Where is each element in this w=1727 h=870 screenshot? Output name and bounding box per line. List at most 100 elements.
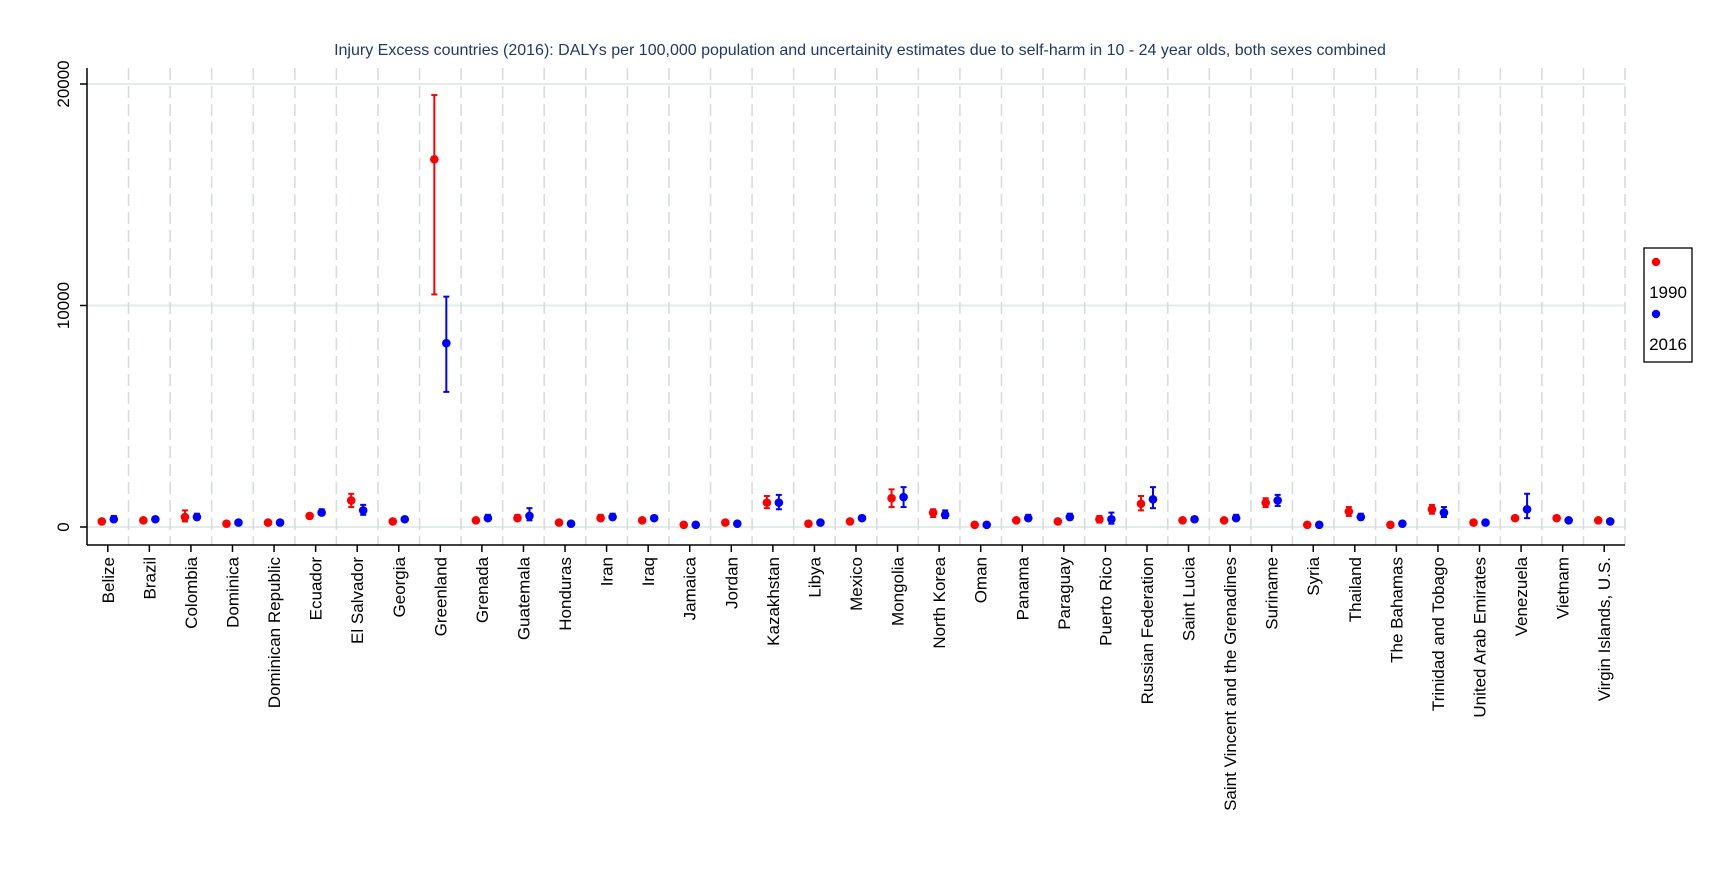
data-point-1990 (637, 516, 647, 525)
data-point-1990 (928, 508, 938, 517)
data-point-1990 (845, 517, 855, 526)
data-point-2016 (1190, 514, 1199, 524)
x-tick-label: Jordan (722, 557, 741, 609)
data-point-1990 (139, 516, 148, 525)
data-point-1990 (471, 516, 481, 525)
legend-box (1643, 247, 1693, 363)
data-point-2016 (1398, 519, 1407, 528)
data-point-2016 (1314, 520, 1324, 530)
x-tick-label: Belize (99, 557, 118, 603)
chart-title: Injury Excess countries (2016): DALYs pe… (334, 42, 1386, 59)
data-marks (97, 94, 1615, 530)
x-tick-label: Iraq (639, 557, 658, 586)
data-point-2016 (1023, 513, 1033, 523)
data-point-1990 (804, 519, 813, 528)
x-tick-label: Ecuador (307, 557, 326, 621)
x-tick-label: Suriname (1263, 557, 1282, 630)
x-tick-label: Vietnam (1554, 557, 1573, 619)
data-point-1990 (513, 513, 522, 523)
x-tick-label: The Bahamas (1387, 557, 1406, 663)
data-point-2016 (1564, 516, 1573, 525)
data-point-2016 (192, 512, 202, 522)
x-tick-label: Saint Vincent and the Grenadines (1221, 557, 1240, 811)
data-point-1990 (1178, 516, 1187, 525)
x-tick-label: Brazil (140, 557, 159, 600)
x-tick-label: Grenada (473, 556, 492, 623)
data-point-1990 (1302, 520, 1312, 530)
data-point-2016 (774, 498, 784, 507)
data-point-1990 (305, 511, 314, 521)
data-point-1990 (1219, 516, 1229, 525)
data-point-1990 (1344, 507, 1354, 516)
data-point-1990 (1469, 518, 1478, 527)
data-point-1990 (180, 512, 190, 522)
data-point-2016 (1148, 495, 1158, 504)
data-point-1990 (430, 155, 439, 164)
x-tick-label: Virgin Islands, U.S. (1595, 557, 1614, 701)
data-point-2016 (442, 338, 451, 348)
data-point-2016 (358, 506, 368, 515)
data-point-2016 (899, 492, 908, 502)
data-point-2016 (1481, 518, 1490, 527)
data-point-1990 (970, 520, 980, 530)
data-point-2016 (1522, 504, 1532, 514)
x-tick-label: Greenland (431, 557, 450, 636)
data-point-2016 (982, 520, 992, 530)
data-point-1990 (720, 518, 730, 527)
legend-label-1990: 1990 (1649, 283, 1687, 302)
x-tick-label: Dominica (223, 556, 242, 627)
x-tick-label: Libya (805, 556, 824, 597)
legend: 1990 2016 (1643, 247, 1693, 363)
data-point-2016 (732, 519, 742, 528)
x-tick-label: Kazakhstan (764, 557, 783, 646)
x-tick-label: El Salvador (348, 557, 367, 644)
data-point-2016 (275, 518, 285, 527)
x-tick-label: Venezuela (1512, 556, 1531, 636)
data-point-1990 (346, 496, 356, 505)
data-point-1990 (1261, 498, 1270, 507)
data-point-2016 (317, 508, 326, 517)
data-point-2016 (234, 518, 243, 527)
y-tick-label-1: 10000 (54, 282, 73, 329)
x-tick-label: Iran (598, 557, 617, 586)
data-point-2016 (483, 513, 493, 523)
data-point-1990 (887, 493, 896, 503)
data-point-2016 (566, 519, 576, 528)
data-point-2016 (151, 514, 160, 524)
data-point-2016 (1356, 512, 1366, 522)
x-tick-label: Puerto Rico (1096, 557, 1115, 646)
data-point-1990 (679, 520, 689, 530)
data-point-1990 (222, 519, 231, 528)
x-tick-label: Thailand (1346, 557, 1365, 622)
x-tick-label: Dominican Republic (265, 557, 284, 709)
data-point-1990 (1510, 513, 1520, 523)
x-tick-label: Panama (1013, 556, 1032, 620)
data-point-2016 (1231, 513, 1241, 523)
data-point-2016 (940, 510, 950, 520)
x-tick-label: Trinidad and Tobago (1429, 557, 1448, 711)
data-point-1990 (1136, 499, 1146, 509)
data-point-1990 (1053, 517, 1063, 526)
x-tick-label: Jamaica (681, 556, 700, 620)
data-point-2016 (109, 514, 119, 524)
data-point-2016 (608, 512, 617, 522)
legend-label-2016: 2016 (1649, 335, 1687, 354)
data-point-1990 (263, 518, 273, 527)
data-point-1990 (1552, 513, 1561, 523)
x-tick-label: Oman (972, 557, 991, 603)
y-tick-label-2: 20000 (54, 60, 73, 107)
x-tick-label: Guatemala (514, 556, 533, 640)
data-point-1990 (1386, 520, 1395, 530)
data-point-1990 (97, 517, 107, 526)
x-tick-label: North Korea (930, 556, 949, 648)
data-point-1990 (1011, 516, 1021, 525)
data-point-2016 (649, 513, 659, 523)
data-point-2016 (1107, 514, 1116, 524)
legend-marker-1990 (1651, 257, 1661, 267)
data-point-2016 (816, 518, 825, 527)
x-tick-label: United Arab Emirates (1471, 557, 1490, 718)
x-tick-label: Mexico (847, 557, 866, 611)
data-point-2016 (1273, 496, 1282, 505)
x-tick-label: Colombia (182, 556, 201, 628)
